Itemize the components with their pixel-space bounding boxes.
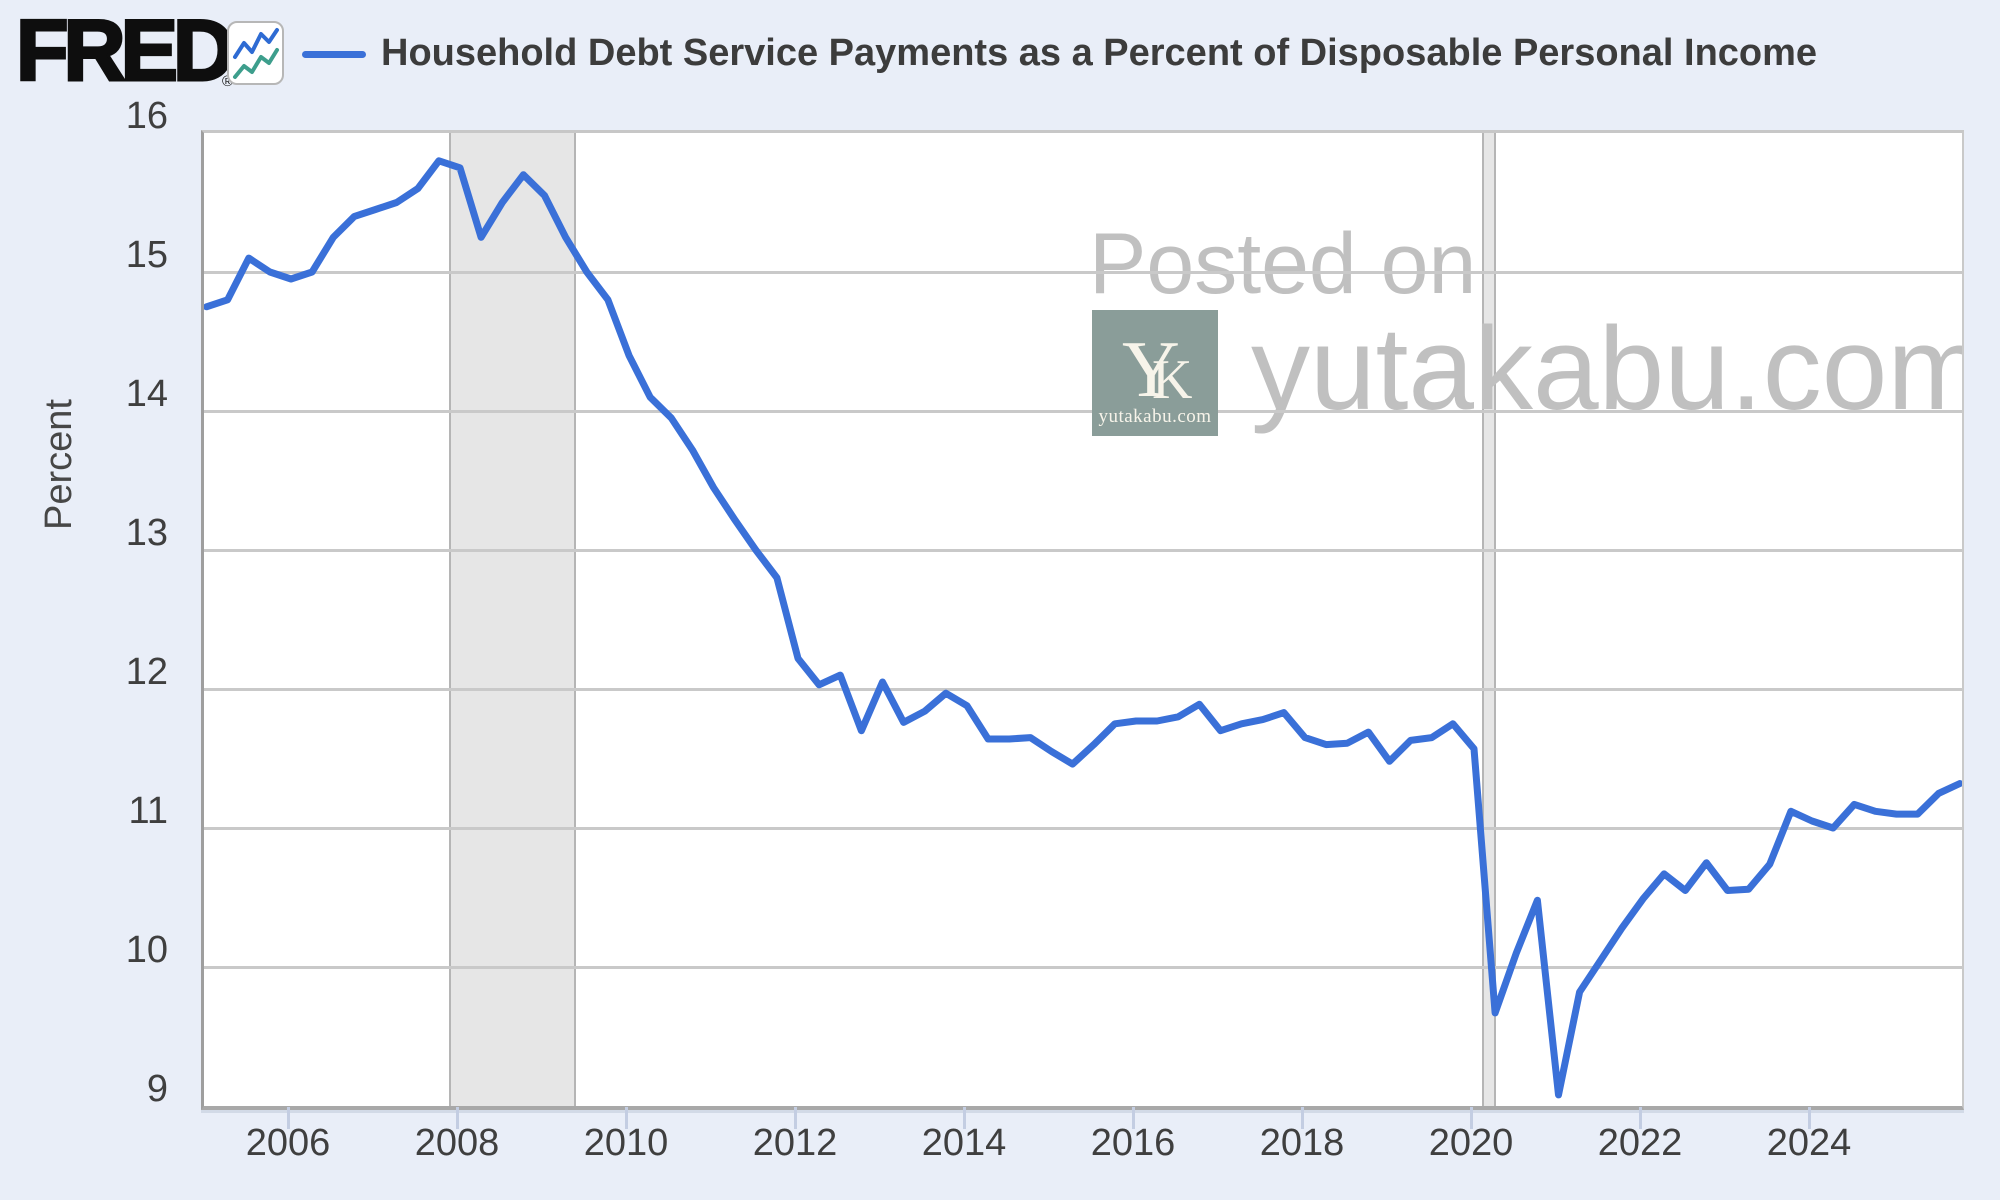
x-tick-mark (287, 1107, 290, 1129)
x-tick-label: 2020 (1428, 1122, 1514, 1164)
gridline (204, 966, 1962, 969)
y-tick-label: 10 (125, 929, 168, 971)
gridline (204, 688, 1962, 691)
fred-logo-text: FRED (14, 3, 236, 99)
recession-shading-band (449, 133, 576, 1106)
logo-monogram-k: K (1152, 349, 1193, 411)
y-tick-label: 9 (146, 1068, 168, 1110)
x-tick-label: 2006 (245, 1122, 331, 1164)
x-tick-mark (625, 1107, 628, 1129)
logo-caption: yutakabu.com (1098, 406, 1212, 427)
x-tick-mark (1301, 1107, 1304, 1129)
x-tick-label: 2008 (414, 1122, 500, 1164)
y-tick-label: 16 (125, 95, 168, 137)
x-tick-mark (1808, 1107, 1811, 1129)
series-line (204, 157, 1962, 1099)
data-line-svg (204, 157, 1962, 1099)
watermark-site-url: yutakabu.com (1251, 303, 1964, 435)
y-axis-title: Percent (38, 399, 80, 530)
x-tick-label: 2010 (583, 1122, 669, 1164)
x-tick-label: 2022 (1597, 1122, 1683, 1164)
y-tick-label: 13 (125, 512, 168, 554)
line-chart-icon (227, 21, 284, 85)
x-tick-label: 2016 (1090, 1122, 1176, 1164)
x-tick-mark (1470, 1107, 1473, 1129)
logo-monogram-y: Y (1122, 326, 1180, 414)
x-tick-mark (963, 1107, 966, 1129)
gridline (204, 410, 1962, 413)
x-tick-label: 2024 (1766, 1122, 1852, 1164)
x-tick-label: 2012 (752, 1122, 838, 1164)
fred-logo: FRED ® (14, 7, 236, 96)
plot-area: Posted on yutakabu.com Y K yutakabu.com (201, 130, 1964, 1110)
x-tick-label: 2014 (921, 1122, 1007, 1164)
gridline (204, 827, 1962, 830)
watermark-posted-on: Posted on (1089, 216, 1477, 312)
gridline (204, 549, 1962, 552)
x-tick-mark (456, 1107, 459, 1129)
y-tick-label: 14 (125, 373, 168, 415)
x-tick-mark (794, 1107, 797, 1129)
gridline (204, 271, 1962, 274)
chart-title: Household Debt Service Payments as a Per… (381, 32, 1818, 74)
y-tick-label: 12 (125, 651, 168, 693)
series-legend-swatch (302, 51, 366, 58)
x-tick-mark (1132, 1107, 1135, 1129)
yutakabu-logo: Y K yutakabu.com (1092, 310, 1218, 436)
x-tick-mark (1639, 1107, 1642, 1129)
x-tick-label: 2018 (1259, 1122, 1345, 1164)
registered-trademark-icon: ® (222, 73, 234, 90)
y-tick-label: 15 (125, 234, 168, 276)
y-tick-label: 11 (128, 790, 168, 832)
